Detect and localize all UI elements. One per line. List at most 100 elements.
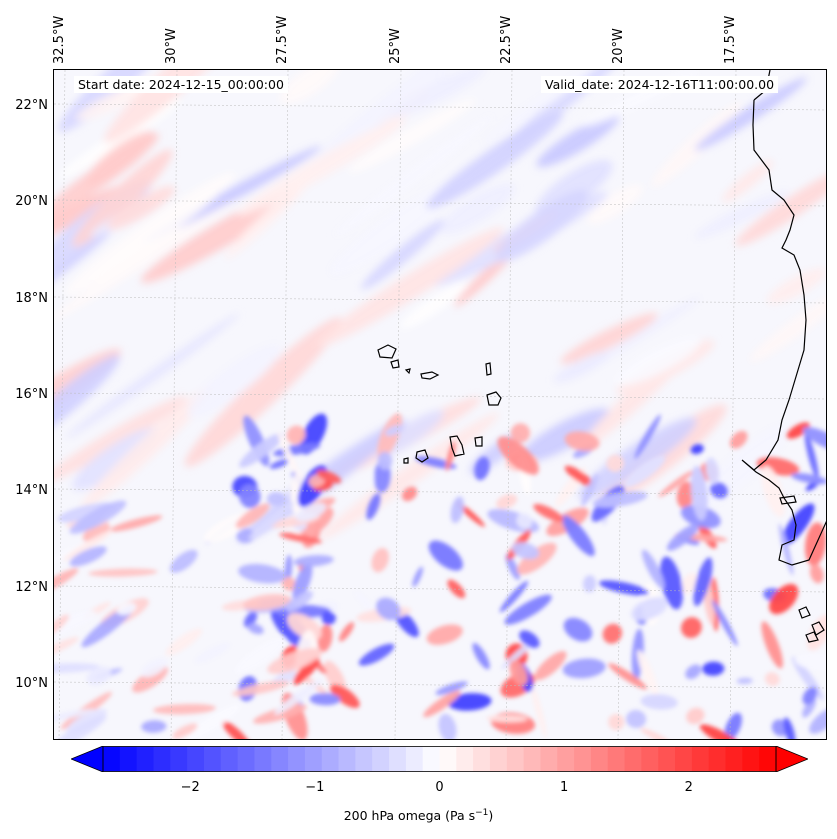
omega-cell xyxy=(54,396,187,483)
omega-cell xyxy=(519,630,540,648)
omega-cell xyxy=(531,685,547,738)
omega-cell xyxy=(348,98,476,173)
omega-cell xyxy=(626,709,647,729)
omega-cell xyxy=(172,723,198,739)
omega-cell xyxy=(690,444,704,455)
omega-cell xyxy=(141,187,300,283)
omega-cell xyxy=(54,568,79,598)
omega-cell xyxy=(72,149,173,248)
omega-cell xyxy=(608,663,648,690)
omega-cell xyxy=(248,502,294,540)
omega-cell xyxy=(659,556,683,610)
latitude-label: 18°N xyxy=(15,291,48,306)
omega-cell xyxy=(309,693,341,706)
longitude-gridline xyxy=(505,70,513,739)
map-panel xyxy=(53,69,827,740)
omega-cell xyxy=(386,70,487,118)
omega-cell xyxy=(699,724,742,739)
longitude-label: 20°W xyxy=(611,28,626,64)
colorbar-cell xyxy=(338,746,356,772)
omega-field xyxy=(54,70,826,739)
omega-cell xyxy=(499,580,529,613)
omega-cell xyxy=(238,484,261,509)
colorbar-cell xyxy=(658,746,676,772)
omega-cell xyxy=(781,503,815,546)
omega-cell xyxy=(778,523,794,576)
omega-cell xyxy=(736,677,753,685)
cape-verde-brava xyxy=(403,457,409,464)
omega-cell xyxy=(491,712,536,734)
omega-cell xyxy=(505,554,520,581)
omega-cell xyxy=(82,522,110,543)
omega-cell xyxy=(375,597,401,621)
omega-cell xyxy=(641,549,665,589)
omega-cell xyxy=(517,542,557,575)
omega-cell xyxy=(107,186,176,230)
latitude-label: 16°N xyxy=(15,387,48,402)
colorbar-cell xyxy=(220,746,239,772)
omega-cell xyxy=(65,313,240,439)
omega-cell xyxy=(729,430,748,449)
colorbar-cell xyxy=(389,746,407,772)
omega-cell xyxy=(358,643,395,666)
omega-cell xyxy=(553,351,610,383)
omega-cell xyxy=(284,554,293,584)
omega-cell xyxy=(583,575,597,593)
omega-cell xyxy=(486,715,528,723)
cape-verde-sal xyxy=(485,362,492,376)
latitude-label: 12°N xyxy=(15,580,48,595)
cape-verde-sao-nicolau xyxy=(420,371,440,380)
omega-cell xyxy=(267,648,323,674)
omega-cell xyxy=(183,703,242,739)
omega-cell xyxy=(402,486,418,502)
omega-cell xyxy=(109,515,163,532)
colorbar-cell xyxy=(237,746,255,772)
omega-cell xyxy=(438,713,457,739)
colorbar-cell xyxy=(607,746,626,772)
colorbar-cell xyxy=(136,746,154,772)
colorbar-cell xyxy=(321,746,340,772)
omega-cell xyxy=(533,503,564,522)
omega-cell xyxy=(238,563,287,584)
omega-cell xyxy=(767,268,826,304)
colorbar-tick-label: 0 xyxy=(435,780,444,795)
omega-cell xyxy=(399,282,468,329)
start-date-label: Start date: 2024-12-15_00:00:00 xyxy=(74,76,288,93)
omega-cell xyxy=(802,427,826,452)
colorbar-label-unit-exponent: −1 xyxy=(475,808,489,818)
colorbar-cell xyxy=(422,746,440,772)
latitude-gridline xyxy=(54,199,826,207)
omega-cell xyxy=(534,651,567,681)
omega-cell xyxy=(69,500,127,534)
omega-cell xyxy=(153,703,216,715)
colorbar-cell xyxy=(624,746,642,772)
omega-cell xyxy=(286,425,306,445)
omega-cell xyxy=(809,708,826,734)
omega-cell xyxy=(651,102,742,187)
omega-cell xyxy=(54,663,100,673)
longitude-label: 27.5°W xyxy=(275,15,290,64)
longitude-gridline xyxy=(394,70,402,739)
latitude-label: 14°N xyxy=(15,483,48,498)
omega-cell xyxy=(116,602,137,616)
omega-cell xyxy=(786,422,810,439)
omega-cell xyxy=(694,190,789,239)
omega-cell xyxy=(371,547,389,573)
omega-cell xyxy=(423,690,461,718)
omega-cell xyxy=(450,496,465,524)
omega-cell xyxy=(279,532,322,544)
colorbar-cell xyxy=(119,746,138,772)
omega-cell xyxy=(447,579,466,599)
colorbar-low-extension xyxy=(71,746,104,772)
omega-cell xyxy=(361,219,445,290)
omega-cell xyxy=(54,354,120,446)
omega-cell xyxy=(487,509,540,533)
colorbar-cell xyxy=(103,746,121,772)
longitude-label: 17.5°W xyxy=(723,15,738,64)
omega-cell xyxy=(705,457,720,485)
omega-field-map xyxy=(54,70,826,739)
omega-cell xyxy=(279,70,341,104)
omega-cell xyxy=(511,542,540,560)
colorbar-cell xyxy=(574,746,592,772)
omega-cell xyxy=(496,494,518,509)
